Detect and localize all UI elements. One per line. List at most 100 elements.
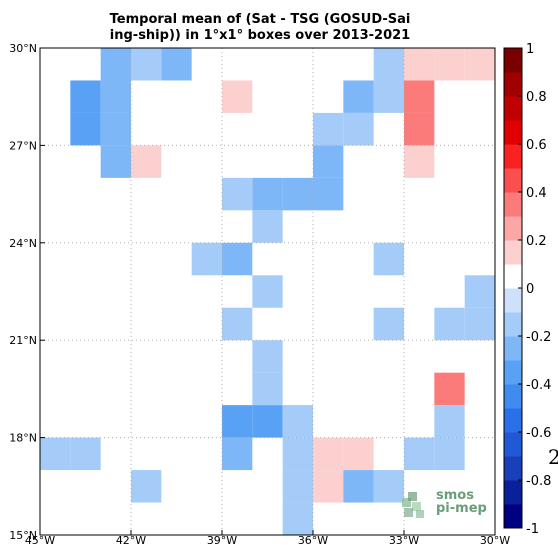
colorbar-segment <box>504 96 522 121</box>
heatmap-cell <box>464 275 495 308</box>
x-tick-label: 45°W <box>25 534 55 545</box>
heatmap-cell <box>252 275 283 308</box>
colorbar-tick-label: -0.4 <box>526 378 551 393</box>
heatmap-cell <box>434 48 465 81</box>
heatmap-cell <box>434 372 465 406</box>
colorbar-tick-label: 0.6 <box>526 138 547 153</box>
colorbar-segment <box>504 168 522 193</box>
heatmap-cell <box>131 48 162 81</box>
x-axis: 45°W 42°W 39°W 36°W 33°W 30°W <box>25 530 510 545</box>
heatmap-cell <box>222 177 253 211</box>
heatmap-cell <box>252 372 283 406</box>
heatmap-cell <box>252 210 283 243</box>
colorbar-tick-label: 0.4 <box>526 186 547 201</box>
heatmap-cell <box>313 470 344 503</box>
heatmap-cell <box>343 80 374 113</box>
heatmap-cell <box>464 307 495 341</box>
colorbar-segment <box>504 144 522 169</box>
chart-title-line1: Temporal mean of (Sat - TSG (GOSUD-Sai <box>109 12 411 27</box>
colorbar-tick-label: 0.8 <box>526 90 547 105</box>
colorbar-tick-label: -0.2 <box>526 330 551 345</box>
heatmap-cell <box>373 470 404 503</box>
heatmap-cell <box>313 145 344 178</box>
heatmap-cells <box>40 48 495 535</box>
colorbar-segment <box>504 360 522 385</box>
colorbar-segment <box>504 72 522 97</box>
x-tick-label: 39°W <box>207 534 237 545</box>
y-axis: 15°N 18°N 21°N 24°N 27°N 30°N <box>9 42 45 542</box>
colorbar-segment <box>504 336 522 361</box>
heatmap-cell <box>100 80 131 113</box>
colorbar <box>503 47 523 529</box>
colorbar-segment <box>504 288 522 313</box>
heatmap-cell <box>313 437 344 471</box>
colorbar-segment <box>504 240 522 265</box>
colorbar-segment <box>504 216 522 241</box>
colorbar-segment <box>504 480 522 505</box>
colorbar-segment <box>504 192 522 217</box>
heatmap-cell <box>100 48 131 81</box>
colorbar-segment <box>504 264 522 289</box>
colorbar-tick-label: -0.8 <box>526 474 551 489</box>
chart-title-line2: ing-ship)) in 1°x1° boxes over 2013-2021 <box>109 28 411 43</box>
heatmap-cell <box>282 437 313 471</box>
heatmap-cell <box>434 437 465 471</box>
heatmap-cell <box>282 470 313 503</box>
heatmap-cell <box>373 242 404 276</box>
colorbar-segment <box>504 504 522 529</box>
y-tick-label: 15°N <box>9 529 37 542</box>
heatmap-cell <box>404 437 435 471</box>
heatmap-cell <box>222 405 253 438</box>
heatmap-cell <box>282 502 313 535</box>
heatmap-cell <box>100 112 131 146</box>
y-tick-label: 24°N <box>9 237 37 250</box>
heatmap-cell <box>252 177 283 211</box>
heatmap-cell <box>222 80 253 113</box>
x-tick-label: 30°W <box>480 534 510 545</box>
heatmap-cell <box>313 112 344 146</box>
colorbar-segment <box>504 48 522 73</box>
heatmap-cell <box>404 80 435 113</box>
logo-line1: smos <box>436 488 474 503</box>
chart-title: Temporal mean of (Sat - TSG (GOSUD-Sai i… <box>60 12 460 44</box>
logo-line2: pi-mep <box>436 501 487 516</box>
heatmap-cell <box>404 145 435 178</box>
heatmap-cell <box>434 405 465 438</box>
heatmap-cell <box>343 470 374 503</box>
heatmap-cell <box>252 405 283 438</box>
colorbar-segment <box>504 312 522 337</box>
heatmap-cell <box>131 470 162 503</box>
heatmap-cell <box>100 145 131 178</box>
colorbar-tick-label: 1 <box>526 42 534 57</box>
logo-text: smos pi-mep <box>436 489 487 515</box>
y-tick-label: 18°N <box>9 432 37 445</box>
heatmap-cell <box>70 112 101 146</box>
heatmap-cell <box>343 437 374 471</box>
heatmap-cell <box>343 112 374 146</box>
colorbar-tick-label: -1 <box>526 522 539 537</box>
heatmap-cell <box>70 437 101 471</box>
heatmap-cell <box>40 437 71 471</box>
colorbar-tick-label: -0.6 <box>526 426 551 441</box>
y-tick-label: 27°N <box>9 139 37 152</box>
heatmap-cell <box>191 242 222 276</box>
colorbar-tick-label: 0 <box>526 282 534 297</box>
heatmap-cell <box>161 48 192 81</box>
heatmap-cell <box>222 242 253 276</box>
heatmap-cell <box>434 307 465 341</box>
x-tick-label: 33°W <box>389 534 419 545</box>
y-tick-label: 30°N <box>9 42 37 55</box>
x-tick-label: 42°W <box>116 534 146 545</box>
heatmap-cell <box>282 405 313 438</box>
colorbar-segment <box>504 120 522 145</box>
colorbar-ticks: 1 0.8 0.6 0.4 0.2 0 -0.2 -0.4 -0.6 -0.8 -1 <box>518 42 551 537</box>
heatmap-cell <box>404 48 435 81</box>
heatmap-cell <box>252 340 283 373</box>
heatmap-cell <box>222 437 253 471</box>
heatmap-cell <box>313 177 344 211</box>
heatmap-cell <box>404 112 435 146</box>
smos-logo-icon <box>402 492 424 518</box>
plot-frame <box>39 47 496 536</box>
heatmap-cell <box>282 177 313 211</box>
